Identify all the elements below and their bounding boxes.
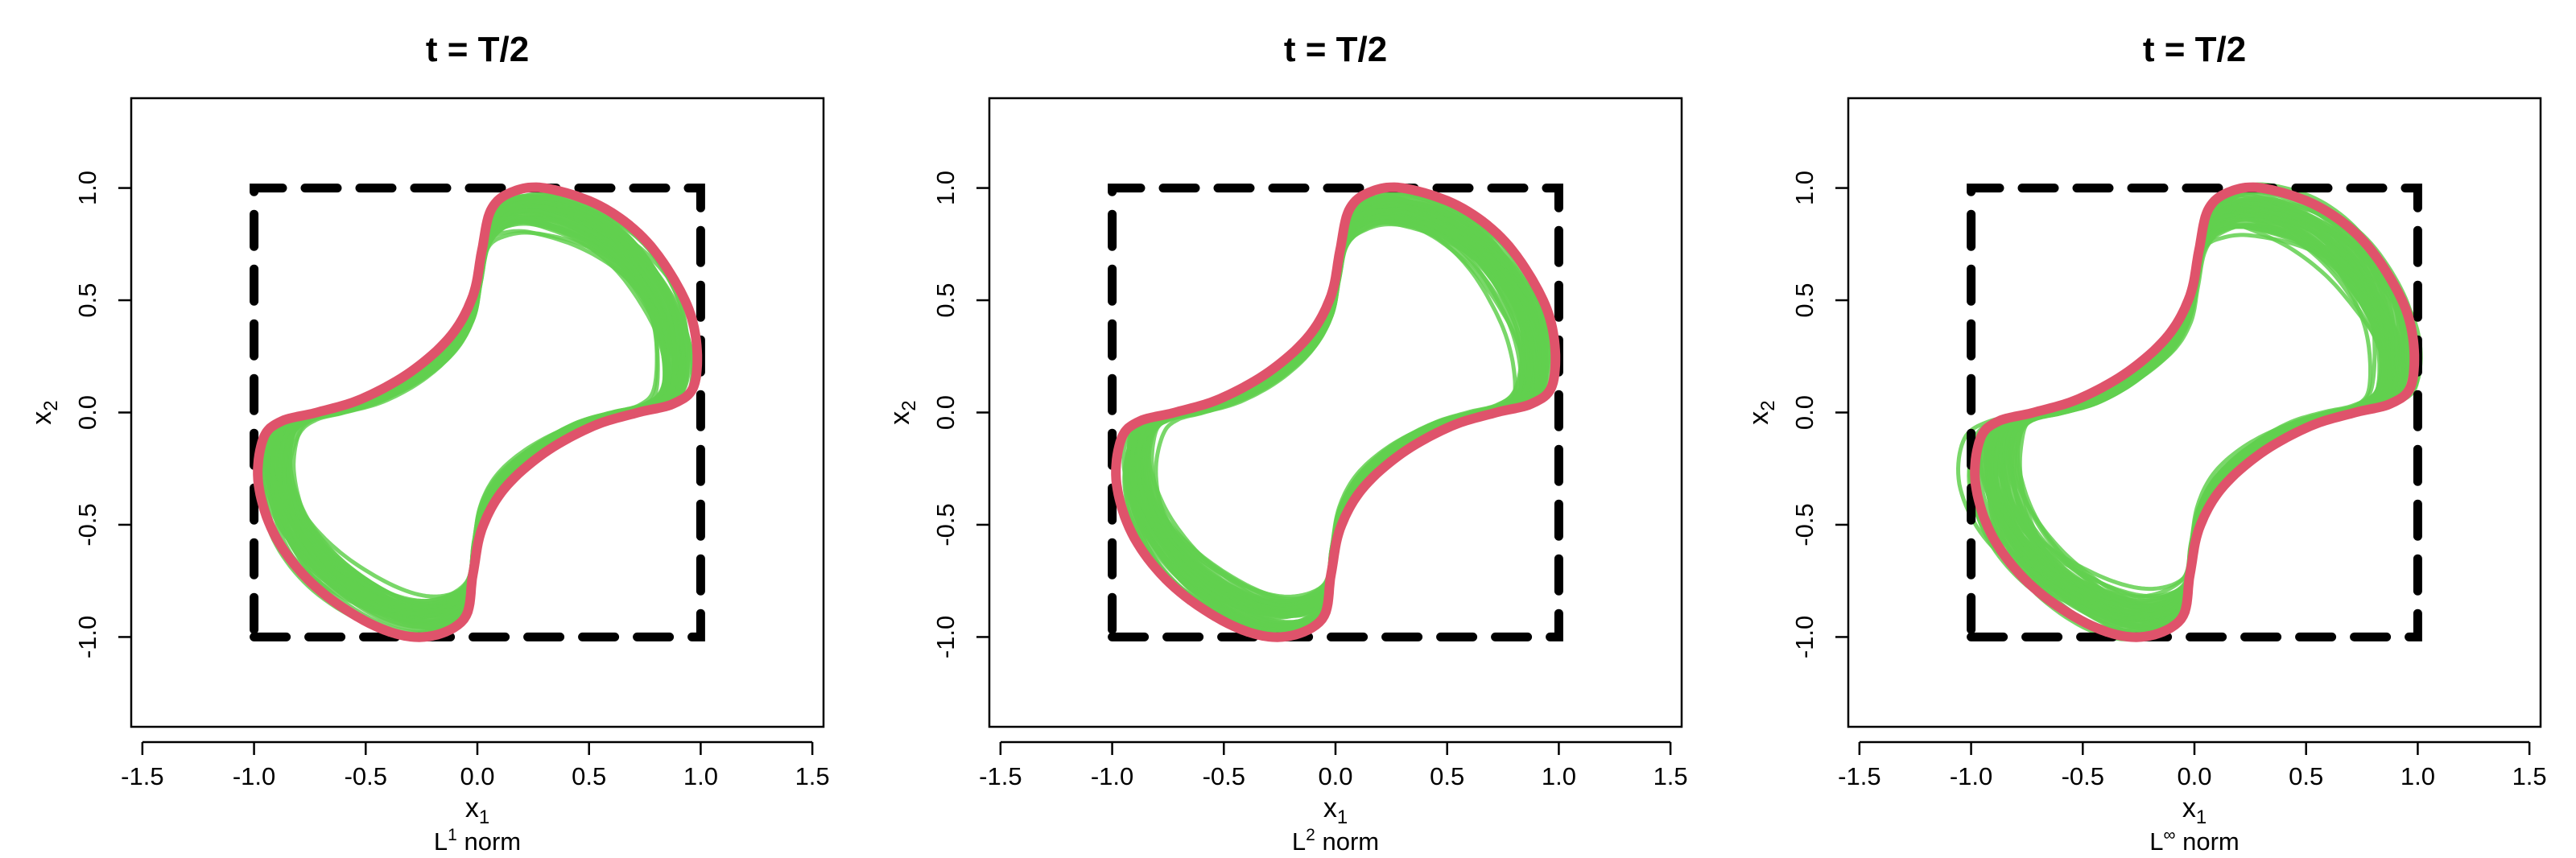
- x-tick-label: 1.0: [683, 762, 718, 790]
- y-tick-label: 0.5: [1790, 283, 1818, 317]
- plot-frame: [988, 97, 1683, 728]
- x-tick-label: -1.0: [1950, 762, 1992, 790]
- y-tick-label: -0.5: [1790, 503, 1818, 546]
- x-tick-label: 0.5: [1430, 762, 1464, 790]
- x-axis: -1.5 -1.0 -0.5 0.0 0.5 1.0 1.5: [979, 740, 1688, 790]
- reference-square: [250, 184, 705, 641]
- x-tick-label: 0.5: [572, 762, 606, 790]
- y-axis-label: x2: [27, 400, 62, 424]
- y-axis: -1.0 -0.5 0.0 0.5 1.0: [1790, 171, 1848, 658]
- x-axis-label: x1: [465, 793, 489, 828]
- x-axis-label: x1: [2182, 793, 2207, 828]
- x-tick-label: 1.5: [1653, 762, 1688, 790]
- green-curve: [1967, 189, 2405, 621]
- y-axis: -1.0 -0.5 0.0 0.5 1.0: [73, 171, 131, 658]
- y-tick-label: -0.5: [931, 503, 960, 546]
- x-axis-label: x1: [1323, 793, 1348, 828]
- x-tick-label: -1.5: [1838, 762, 1880, 790]
- plot-frame: [130, 97, 825, 728]
- green-curve: [286, 215, 677, 623]
- reference-square: [1108, 184, 1563, 641]
- x-tick-label: 0.0: [460, 762, 494, 790]
- x-tick-label: -1.0: [233, 762, 275, 790]
- reference-square: [1967, 184, 2422, 641]
- x-tick-label: 1.0: [2401, 762, 2435, 790]
- norm-label: L1 norm: [434, 826, 521, 856]
- plot-area: [1108, 182, 1563, 642]
- norm-label: L∞ norm: [2149, 826, 2239, 856]
- x-tick-label: 0.0: [2177, 762, 2211, 790]
- y-tick-label: 1.0: [931, 171, 960, 205]
- x-tick-label: -1.5: [979, 762, 1022, 790]
- x-axis: -1.5 -1.0 -0.5 0.0 0.5 1.0 1.5: [121, 740, 830, 790]
- x-tick-label: 0.5: [2289, 762, 2323, 790]
- y-axis-label: x2: [885, 400, 920, 424]
- x-tick-label: -0.5: [2062, 762, 2104, 790]
- red-curve: [1111, 182, 1561, 642]
- x-tick-label: -1.5: [121, 762, 163, 790]
- norm-label: L2 norm: [1292, 826, 1379, 856]
- y-tick-label: 0.5: [73, 283, 101, 317]
- y-tick-label: 0.0: [1790, 395, 1818, 430]
- chart-title: t = T/2: [426, 30, 529, 69]
- chart-title: t = T/2: [2143, 30, 2246, 69]
- y-tick-label: -0.5: [73, 503, 101, 546]
- chart-panel-3: t = T/2 -1.5 -1.0 -0.5 0.0 0.5 1.0 1.5 x1L∞ norm…: [1744, 30, 2547, 856]
- green-curve: [265, 199, 677, 616]
- x-tick-label: 1.5: [2512, 762, 2547, 790]
- plot-area: [250, 182, 705, 642]
- y-tick-label: 0.0: [73, 395, 101, 430]
- red-curve: [253, 182, 703, 642]
- plot-area: [1955, 182, 2423, 642]
- red-curve: [1970, 182, 2420, 642]
- chart-title: t = T/2: [1284, 30, 1387, 69]
- y-tick-label: 0.0: [931, 395, 960, 430]
- x-tick-label: -0.5: [345, 762, 387, 790]
- x-tick-label: -0.5: [1203, 762, 1245, 790]
- plot-frame: [1847, 97, 2542, 728]
- x-tick-label: 1.5: [795, 762, 830, 790]
- x-axis: -1.5 -1.0 -0.5 0.0 0.5 1.0 1.5: [1838, 740, 2547, 790]
- y-tick-label: -1.0: [1790, 616, 1818, 658]
- x-tick-label: 0.0: [1318, 762, 1352, 790]
- y-tick-label: -1.0: [73, 616, 101, 658]
- y-tick-label: 0.5: [931, 283, 960, 317]
- y-axis-label: x2: [1744, 400, 1779, 424]
- y-tick-label: 1.0: [73, 171, 101, 205]
- x-tick-label: 1.0: [1542, 762, 1576, 790]
- y-axis: -1.0 -0.5 0.0 0.5 1.0: [931, 171, 989, 658]
- x-tick-label: -1.0: [1091, 762, 1133, 790]
- y-tick-label: 1.0: [1790, 171, 1818, 205]
- y-tick-label: -1.0: [931, 616, 960, 658]
